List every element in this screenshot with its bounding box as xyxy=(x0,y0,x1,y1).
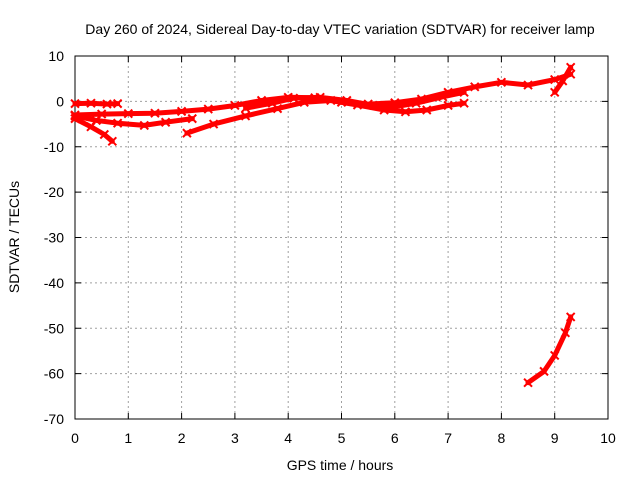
x-tick-label: 8 xyxy=(498,430,506,446)
series-line xyxy=(525,314,574,386)
series-8 xyxy=(523,312,576,388)
data-point xyxy=(523,80,533,90)
y-tick-label: -50 xyxy=(44,320,64,336)
data-point xyxy=(411,98,421,108)
data-point xyxy=(549,87,560,98)
data-point xyxy=(560,328,571,338)
series-4 xyxy=(70,113,118,147)
data-point xyxy=(342,95,352,106)
data-point xyxy=(496,77,507,88)
data-point xyxy=(240,103,251,113)
data-point xyxy=(240,111,251,121)
data-point xyxy=(390,102,400,112)
data-point xyxy=(70,113,80,124)
data-point xyxy=(86,122,96,132)
series-6 xyxy=(240,87,469,113)
y-tick-label: 0 xyxy=(56,93,64,109)
data-point xyxy=(549,350,560,361)
data-point xyxy=(549,74,560,85)
ticks-layer: 0 1 2 3 4 5 6 7 8 9 10 -70 -60 -50 -40 -30 -20 -10 0 10 xyxy=(44,48,616,446)
data-point xyxy=(565,312,576,322)
data-point xyxy=(182,128,192,138)
data-point xyxy=(443,100,453,111)
data-point xyxy=(230,100,240,111)
data-point xyxy=(107,136,118,147)
series-7 xyxy=(549,62,576,98)
data-point xyxy=(288,93,299,103)
data-point xyxy=(187,113,197,124)
y-tick-label: -30 xyxy=(44,230,64,246)
x-tick-label: 2 xyxy=(178,430,186,446)
x-tick-label: 7 xyxy=(444,430,452,446)
data-point xyxy=(102,99,112,109)
chart-title: Day 260 of 2024, Sidereal Day-to-day VTE… xyxy=(85,21,595,37)
x-tick-label: 3 xyxy=(231,430,239,446)
data-point xyxy=(539,366,549,377)
x-tick-label: 10 xyxy=(600,430,616,446)
x-tick-label: 0 xyxy=(71,430,79,446)
data-point xyxy=(139,120,149,131)
y-tick-label: -60 xyxy=(44,366,64,382)
data-point xyxy=(267,98,277,108)
data-point xyxy=(150,108,160,118)
y-tick-label: 10 xyxy=(48,48,64,64)
y-tick-label: -20 xyxy=(44,184,64,200)
x-tick-label: 4 xyxy=(284,430,292,446)
x-tick-label: 9 xyxy=(551,430,559,446)
series-line xyxy=(243,89,467,111)
y-tick-label: -70 xyxy=(44,411,64,427)
data-point xyxy=(523,377,533,388)
data-point xyxy=(160,117,171,127)
data-point xyxy=(422,105,432,115)
data-point xyxy=(459,87,469,98)
y-axis-label: SDTVAR / TECUs xyxy=(6,181,22,293)
data-point xyxy=(123,108,134,119)
data-point xyxy=(176,106,187,117)
grid-layer xyxy=(75,56,608,419)
series-line xyxy=(72,100,121,107)
data-point xyxy=(203,104,213,114)
data-point xyxy=(112,98,123,109)
data-point xyxy=(208,119,219,129)
series-layer xyxy=(70,62,576,388)
data-point xyxy=(400,107,411,117)
x-tick-label: 5 xyxy=(338,430,346,446)
data-point xyxy=(70,98,80,109)
x-tick-label: 6 xyxy=(391,430,399,446)
series-line xyxy=(72,113,195,128)
y-tick-label: -40 xyxy=(44,275,64,291)
data-point xyxy=(86,98,96,108)
x-tick-label: 1 xyxy=(124,430,132,446)
data-point xyxy=(368,100,379,111)
data-point xyxy=(438,92,448,102)
data-point xyxy=(470,82,480,92)
series-1 xyxy=(70,98,123,109)
x-axis-label: GPS time / hours xyxy=(287,457,394,473)
data-point xyxy=(565,62,576,73)
data-point xyxy=(112,118,123,128)
y-tick-label: -10 xyxy=(44,139,64,155)
data-point xyxy=(99,129,110,140)
data-point xyxy=(459,98,469,108)
data-point xyxy=(557,76,568,86)
data-point xyxy=(315,92,325,102)
